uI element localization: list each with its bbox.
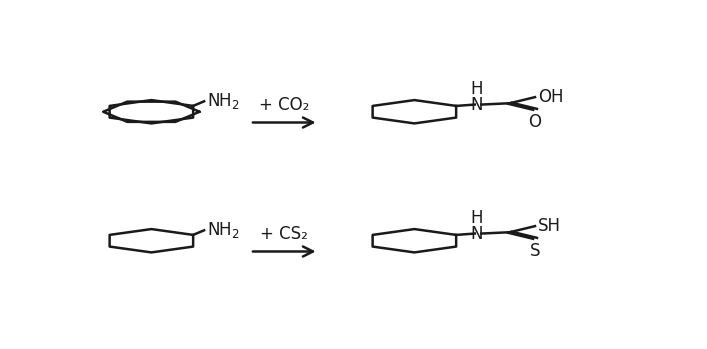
Text: H: H xyxy=(471,80,483,98)
Text: + CO₂: + CO₂ xyxy=(259,96,310,114)
Text: + CS₂: + CS₂ xyxy=(260,225,308,244)
Text: O: O xyxy=(529,113,542,131)
Text: H: H xyxy=(471,209,483,227)
Text: OH: OH xyxy=(538,88,563,106)
Text: SH: SH xyxy=(538,217,561,235)
Text: NH$_2$: NH$_2$ xyxy=(207,91,240,111)
Text: S: S xyxy=(530,242,540,260)
Text: N: N xyxy=(471,224,483,243)
Text: N: N xyxy=(471,96,483,113)
Text: NH$_2$: NH$_2$ xyxy=(207,220,240,240)
